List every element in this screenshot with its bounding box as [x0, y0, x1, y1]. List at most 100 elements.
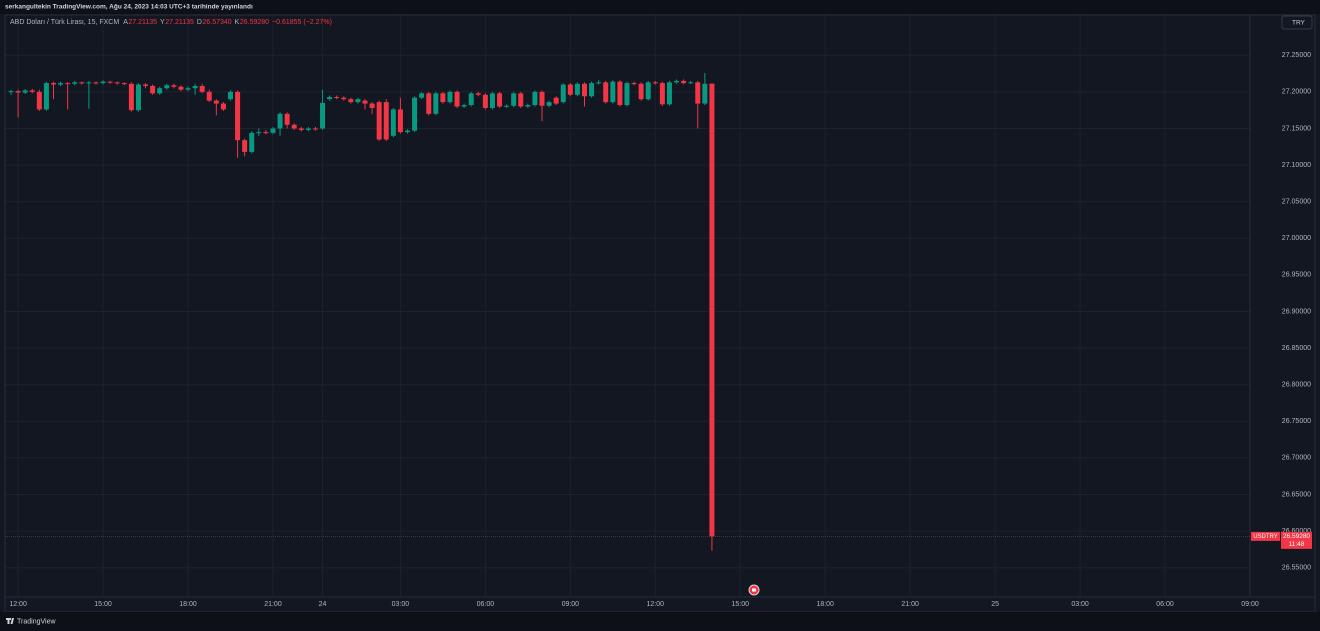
x-tick-label: 25: [991, 601, 999, 608]
legend-change: −0.61855 (−2.27%): [272, 19, 332, 26]
candle-body: [355, 99, 361, 103]
y-tick-label: 26.95000: [1282, 272, 1311, 279]
candle-body: [497, 93, 503, 107]
x-tick-label: 18:00: [816, 601, 834, 608]
y-tick-label: 26.70000: [1282, 455, 1311, 462]
candle-body: [581, 83, 587, 97]
currency-button[interactable]: [1281, 15, 1313, 30]
x-tick-label: 12:00: [9, 601, 27, 608]
legend-key: A: [123, 19, 128, 26]
brand-name: TradingView: [17, 618, 56, 625]
candle-body: [43, 83, 49, 110]
candle-body: [36, 91, 42, 110]
candle-body: [58, 83, 64, 85]
x-tick-label: 03:00: [392, 601, 410, 608]
candle-body: [8, 91, 14, 93]
candle-body: [93, 82, 99, 84]
x-tick-label: 06:00: [477, 601, 495, 608]
currency-label: TRY: [1292, 20, 1306, 27]
y-tick-label: 26.90000: [1282, 308, 1311, 315]
x-tick-label: 21:00: [264, 601, 282, 608]
x-tick-label: 15:00: [731, 601, 749, 608]
candle-body: [553, 97, 559, 104]
candle-body: [603, 82, 609, 103]
candle-body: [709, 83, 715, 537]
candle-body: [475, 93, 481, 95]
candle-body: [22, 90, 28, 93]
candle-body: [298, 128, 304, 130]
candle-body: [666, 82, 672, 105]
candle-body: [596, 82, 602, 84]
y-tick-label: 26.55000: [1282, 565, 1311, 572]
candle-body: [327, 96, 333, 100]
candle-body: [574, 83, 580, 95]
candle-body: [567, 84, 573, 95]
candle-body: [461, 105, 467, 107]
candle-body: [546, 102, 552, 106]
x-tick-label: 15:00: [94, 601, 112, 608]
candle-body: [206, 91, 212, 101]
event-icon-glyph: [752, 588, 756, 592]
candle-body: [235, 91, 241, 141]
footer-bar: [0, 612, 1320, 631]
candle-body: [404, 130, 410, 133]
candle-body: [638, 83, 644, 100]
candle-body: [100, 81, 106, 84]
candle-body: [518, 93, 524, 107]
candle-body: [525, 105, 531, 107]
candle-body: [270, 128, 276, 133]
candle-body: [249, 132, 255, 152]
candle-body: [220, 103, 226, 110]
published-by: serkangultekin TradingView.com, Ağu 24, …: [5, 4, 253, 11]
candle-body: [348, 99, 354, 103]
x-tick-label: 12:00: [647, 601, 665, 608]
header-bar: [0, 0, 1320, 14]
candle-body: [631, 83, 637, 85]
candle-body: [397, 109, 403, 133]
candle-body: [610, 81, 616, 103]
candle-body: [121, 83, 127, 85]
candle-body: [390, 109, 396, 136]
candle-body: [157, 88, 163, 94]
y-tick-label: 26.75000: [1282, 418, 1311, 425]
candle-body: [511, 93, 517, 106]
candle-body: [263, 132, 269, 134]
price-tag-value: 26.59280: [1283, 533, 1310, 540]
candle-body: [440, 93, 446, 103]
legend-value: 26.59280: [240, 19, 269, 26]
price-tag: [1281, 531, 1312, 549]
candle-body: [256, 132, 262, 134]
y-tick-label: 27.20000: [1282, 89, 1311, 96]
candle-body: [674, 80, 680, 83]
candle-body: [277, 113, 283, 129]
candle-body: [652, 82, 658, 84]
candle-body: [284, 113, 290, 125]
x-tick-label: 03:00: [1071, 601, 1089, 608]
candle-body: [312, 128, 318, 130]
candle-body: [291, 124, 297, 129]
candle-body: [482, 94, 488, 108]
candle-body: [412, 97, 418, 131]
candle-body: [128, 83, 134, 111]
candle-body: [695, 82, 701, 104]
candle-body: [341, 97, 347, 100]
candle-body: [114, 82, 120, 84]
candle-body: [164, 85, 170, 89]
x-tick-label: 21:00: [901, 601, 919, 608]
candle-body: [624, 83, 630, 106]
candle-body: [659, 83, 665, 105]
candle-body: [532, 91, 538, 106]
legend-key: Y: [160, 19, 165, 26]
candle-body: [617, 81, 623, 106]
candle-body: [454, 91, 460, 107]
candle-body: [65, 83, 71, 85]
candle-body: [135, 84, 141, 111]
candle-body: [504, 105, 510, 107]
candle-body: [334, 96, 340, 98]
candle-body: [171, 85, 177, 87]
candle-body: [560, 84, 566, 103]
candle-body: [305, 128, 311, 130]
y-tick-label: 27.05000: [1282, 199, 1311, 206]
